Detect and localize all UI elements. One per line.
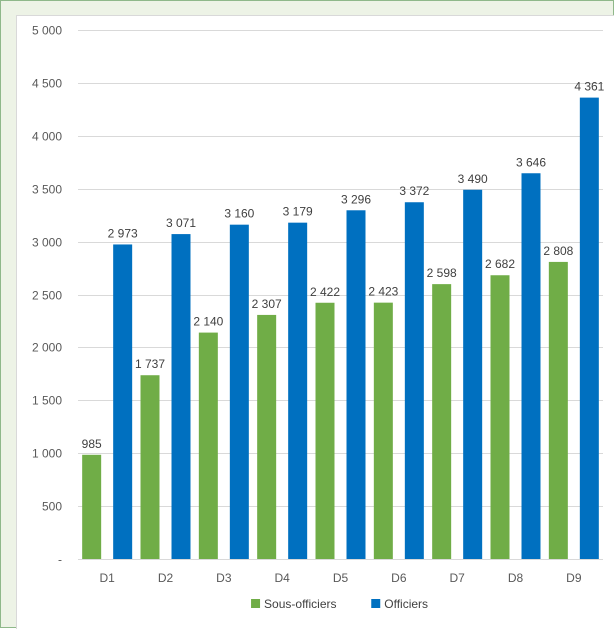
- data-label: 3 071: [166, 216, 196, 230]
- bar-officiers: [404, 202, 424, 559]
- bars: [82, 97, 599, 559]
- data-label: 3 296: [341, 192, 371, 206]
- data-label: 3 179: [283, 205, 313, 219]
- data-label: 3 160: [224, 207, 254, 221]
- bar-officiers: [288, 222, 308, 559]
- bar-sous-officiers: [198, 332, 218, 559]
- data-label: 2 682: [485, 257, 515, 271]
- bar-sous-officiers: [490, 275, 510, 559]
- bar-sous-officiers: [82, 454, 102, 559]
- data-label: 4 361: [574, 80, 604, 94]
- data-label: 2 973: [108, 226, 138, 240]
- legend-swatch-officiers: [371, 599, 381, 608]
- gridlines: [78, 30, 603, 560]
- data-label: 2 422: [310, 285, 340, 299]
- legend-label-sous-officiers: Sous-officiers: [264, 597, 336, 611]
- legend-swatch-sous-officiers: [251, 599, 261, 608]
- y-tick-label: 1 000: [32, 447, 62, 461]
- bar-sous-officiers: [315, 302, 335, 559]
- data-label: 2 423: [368, 285, 398, 299]
- y-tick-label: 3 500: [32, 183, 62, 197]
- y-axis-tick-labels: - 500 1 000 1 500 2 000 2 500 3 000 3 500 4 000 4…: [32, 24, 62, 567]
- bar-officiers: [346, 210, 366, 559]
- x-tick-label: D5: [333, 571, 349, 585]
- data-label: 1 737: [135, 357, 165, 371]
- data-labels: 985 2 973 1 737 3 071 2 140 3 160 2 307 3 179 2 …: [82, 80, 605, 451]
- bar-officiers: [521, 173, 541, 559]
- bar-officiers: [579, 97, 599, 559]
- bar-sous-officiers: [432, 284, 452, 559]
- bar-sous-officiers: [373, 302, 393, 559]
- y-tick-label: 500: [42, 500, 62, 514]
- x-tick-label: D4: [274, 571, 290, 585]
- y-tick-label: 2 500: [32, 289, 62, 303]
- y-tick-label: -: [58, 553, 62, 567]
- data-label: 3 372: [399, 184, 429, 198]
- y-tick-label: 1 500: [32, 394, 62, 408]
- x-tick-label: D3: [216, 571, 232, 585]
- data-label: 2 307: [252, 297, 282, 311]
- y-tick-label: 2 000: [32, 341, 62, 355]
- x-tick-label: D2: [158, 571, 174, 585]
- bar-officiers: [171, 234, 191, 559]
- bar-sous-officiers: [140, 375, 160, 559]
- bar-sous-officiers: [257, 314, 277, 559]
- data-label: 985: [82, 437, 102, 451]
- x-tick-label: D7: [449, 571, 465, 585]
- bar-officiers: [113, 244, 133, 559]
- data-label: 2 598: [427, 266, 457, 280]
- data-label: 2 808: [543, 244, 573, 258]
- data-label: 3 646: [516, 155, 546, 169]
- y-tick-label: 3 000: [32, 236, 62, 250]
- x-tick-label: D9: [566, 571, 582, 585]
- data-label: 2 140: [193, 315, 223, 329]
- x-axis-tick-labels: D1 D2 D3 D4 D5 D6 D7 D8 D9: [99, 571, 581, 585]
- legend-label-officiers: Officiers: [384, 597, 428, 611]
- y-tick-label: 4 000: [32, 130, 62, 144]
- bar-officiers: [229, 224, 249, 559]
- x-tick-label: D8: [508, 571, 524, 585]
- bar-officiers: [463, 189, 483, 559]
- legend: Sous-officiers Officiers: [251, 597, 428, 611]
- bar-sous-officiers: [548, 261, 568, 559]
- y-tick-label: 4 500: [32, 77, 62, 91]
- x-tick-label: D6: [391, 571, 407, 585]
- x-tick-label: D1: [99, 571, 115, 585]
- y-tick-label: 5 000: [32, 24, 62, 38]
- data-label: 3 490: [458, 172, 488, 186]
